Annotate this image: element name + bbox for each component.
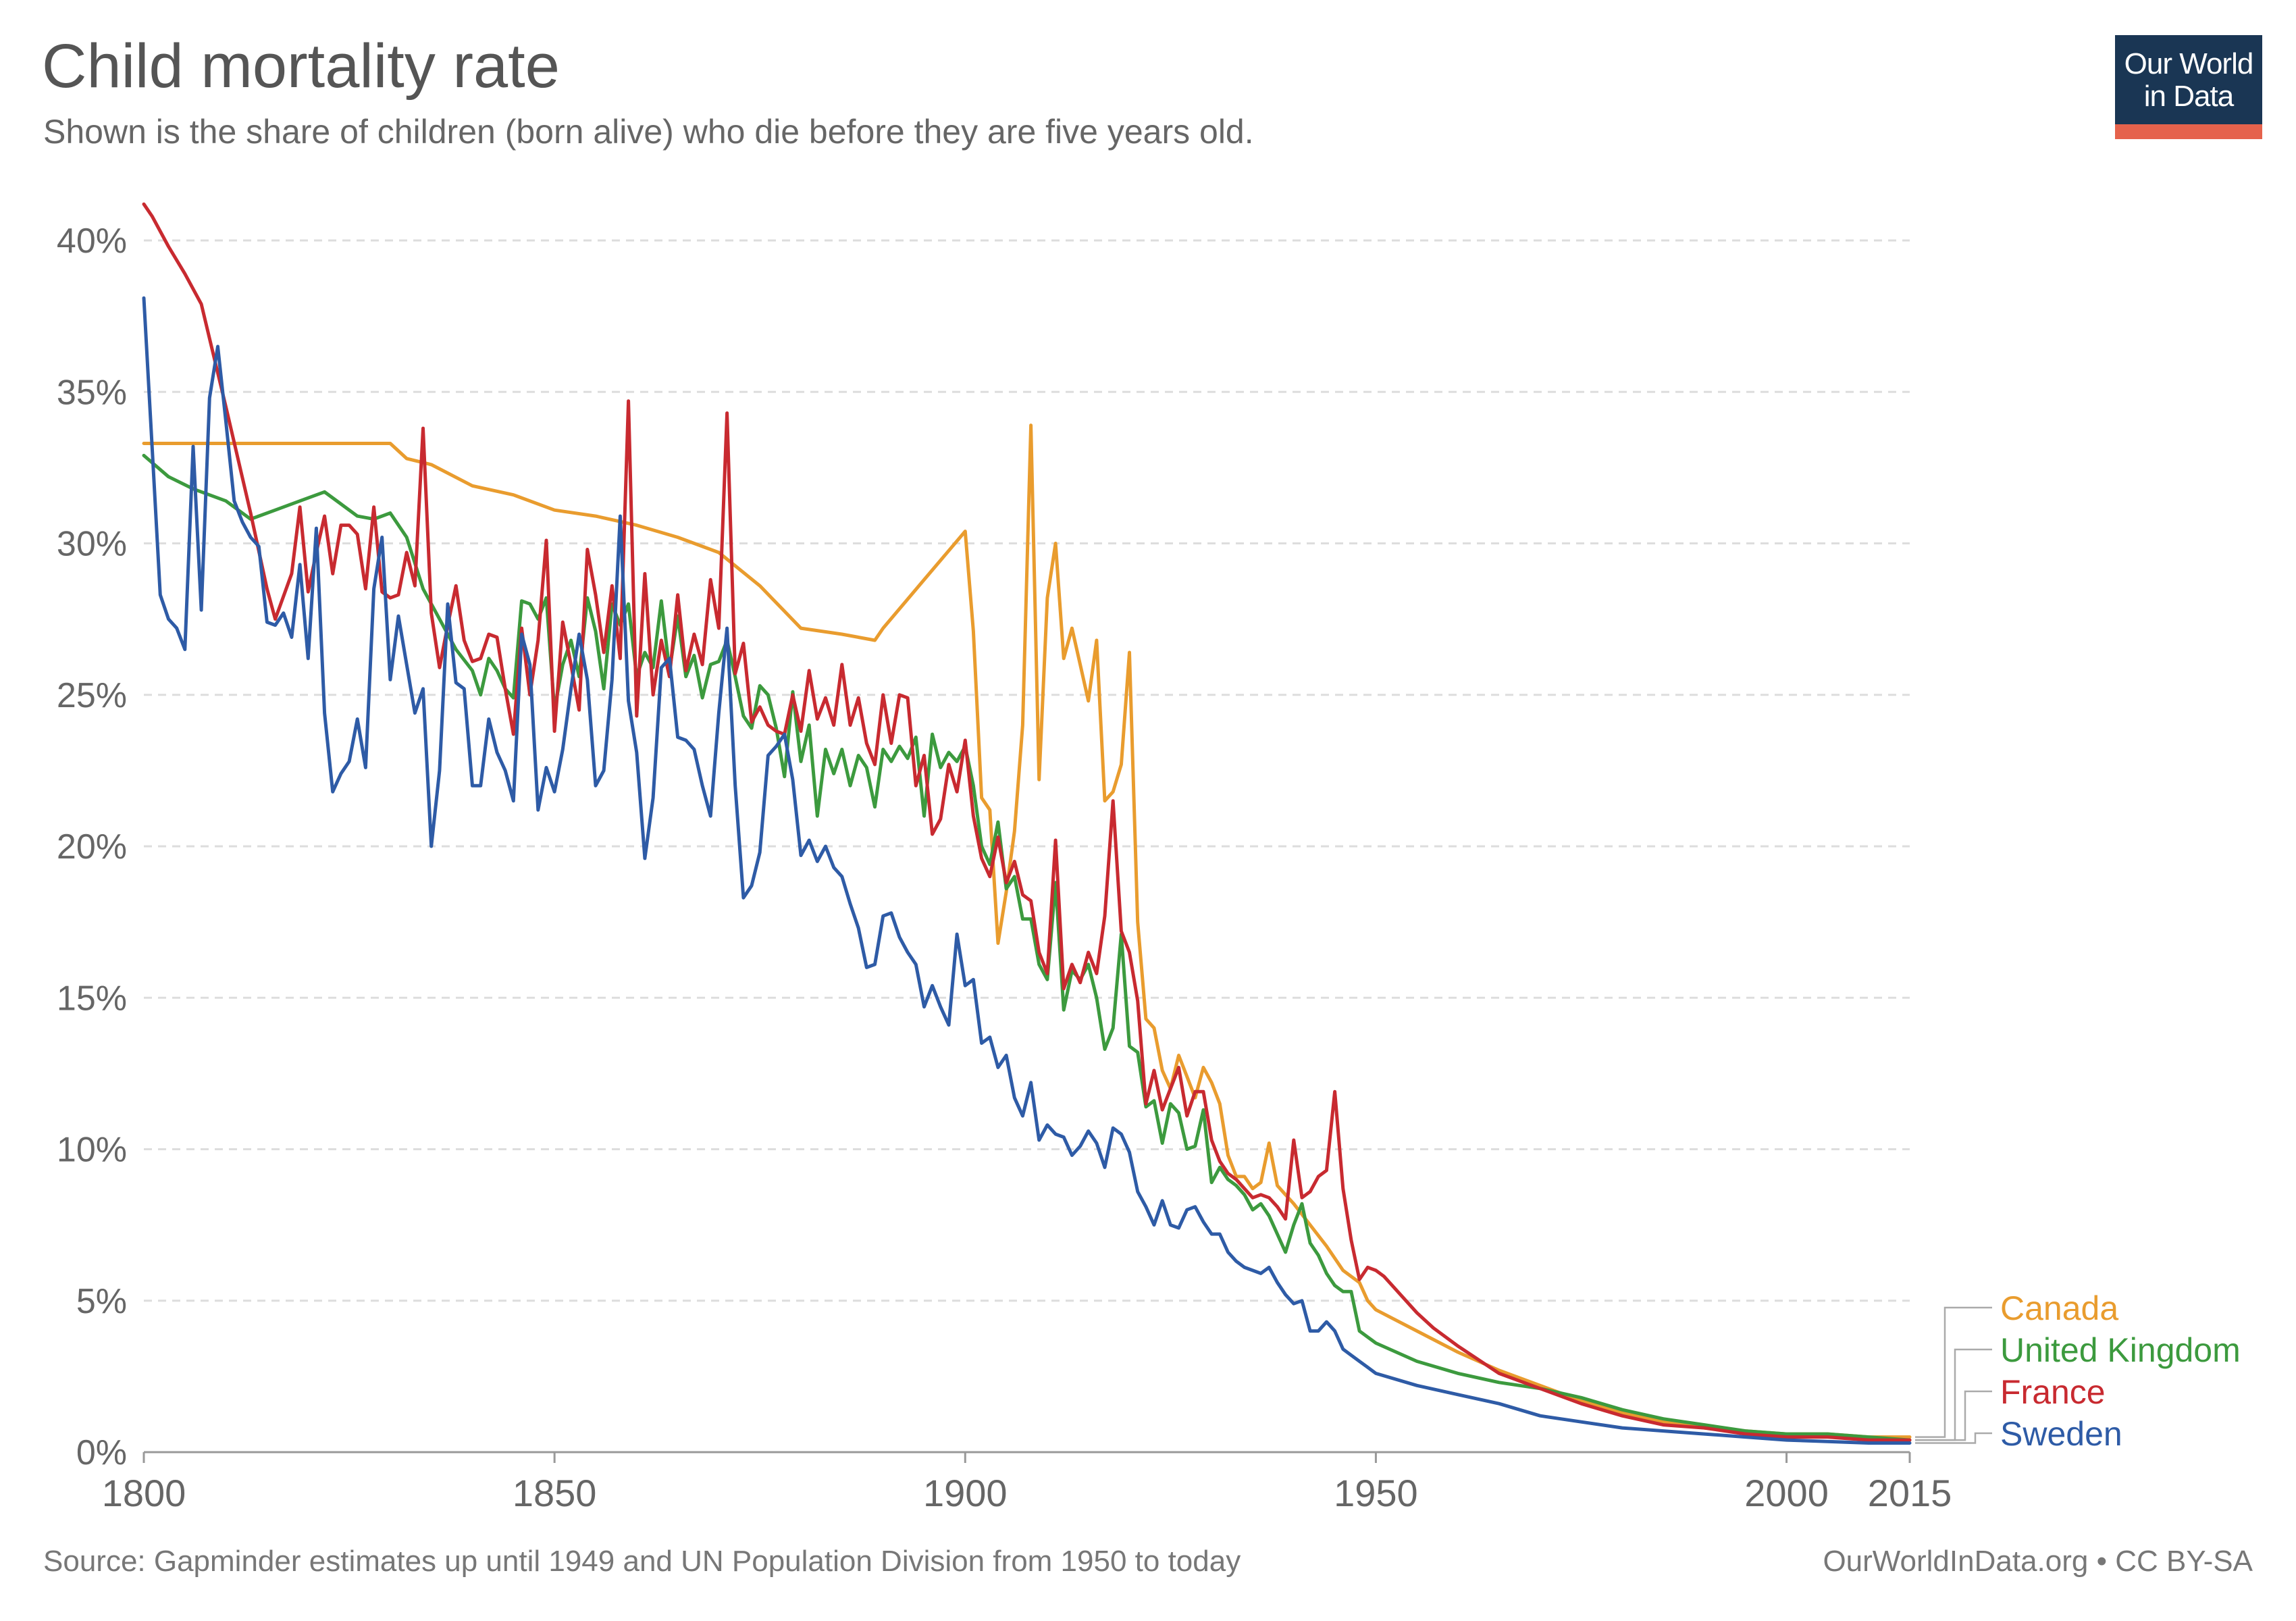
y-tick-label: 20% — [57, 827, 127, 867]
y-axis-ticks: 0% 5% 10% 15% 20% 25% 30% 35% 40% — [57, 222, 127, 1472]
y-tick-label: 15% — [57, 979, 127, 1018]
logo-accent-bar — [2115, 124, 2262, 139]
license-note[interactable]: OurWorldInData.org • CC BY-SA — [1823, 1545, 2253, 1578]
y-tick-label: 30% — [57, 525, 127, 564]
y-tick-label: 0% — [76, 1433, 127, 1472]
legend-connector — [1915, 1390, 1992, 1441]
series-line-canada[interactable] — [142, 423, 1912, 1439]
legend-label-canada[interactable]: Canada — [2000, 1289, 2118, 1327]
logo-text-line2: in Data — [2143, 80, 2234, 113]
source-note: Source: Gapminder estimates up until 194… — [43, 1545, 1241, 1578]
legend-label-sweden[interactable]: Sweden — [2000, 1415, 2122, 1453]
legend: Canada United Kingdom France Sweden — [1915, 1289, 2241, 1453]
y-tick-label: 35% — [57, 373, 127, 412]
series-line-sweden[interactable] — [142, 296, 1912, 1445]
x-tick-label: 1800 — [102, 1472, 186, 1514]
x-tick-label: 1900 — [923, 1472, 1008, 1514]
y-tick-label: 40% — [57, 222, 127, 261]
chart-title: Child mortality rate — [42, 32, 560, 101]
our-world-in-data-logo[interactable]: Our World in Data — [2115, 35, 2262, 139]
series-lines — [142, 202, 1912, 1445]
legend-label-france[interactable]: France — [2000, 1373, 2106, 1411]
y-tick-label: 5% — [76, 1282, 127, 1321]
x-tick-label: 2000 — [1744, 1472, 1829, 1514]
x-tick-label: 2015 — [1868, 1472, 1952, 1514]
y-tick-label: 25% — [57, 676, 127, 715]
y-tick-label: 10% — [57, 1131, 127, 1170]
logo-text-line1: Our World — [2124, 47, 2254, 80]
legend-connector — [1915, 1348, 1992, 1441]
x-axis: 1800 1850 1900 1950 2000 2015 — [102, 1451, 1952, 1514]
chart-subtitle: Shown is the share of children (born ali… — [43, 113, 1254, 151]
legend-connector — [1915, 1306, 1992, 1438]
x-tick-label: 1950 — [1334, 1472, 1418, 1514]
gridlines — [144, 239, 1910, 1302]
x-tick-label: 1850 — [513, 1472, 597, 1514]
legend-label-united-kingdom[interactable]: United Kingdom — [2000, 1331, 2241, 1369]
legend-connector — [1915, 1432, 1992, 1444]
series-line-france[interactable] — [142, 202, 1912, 1442]
